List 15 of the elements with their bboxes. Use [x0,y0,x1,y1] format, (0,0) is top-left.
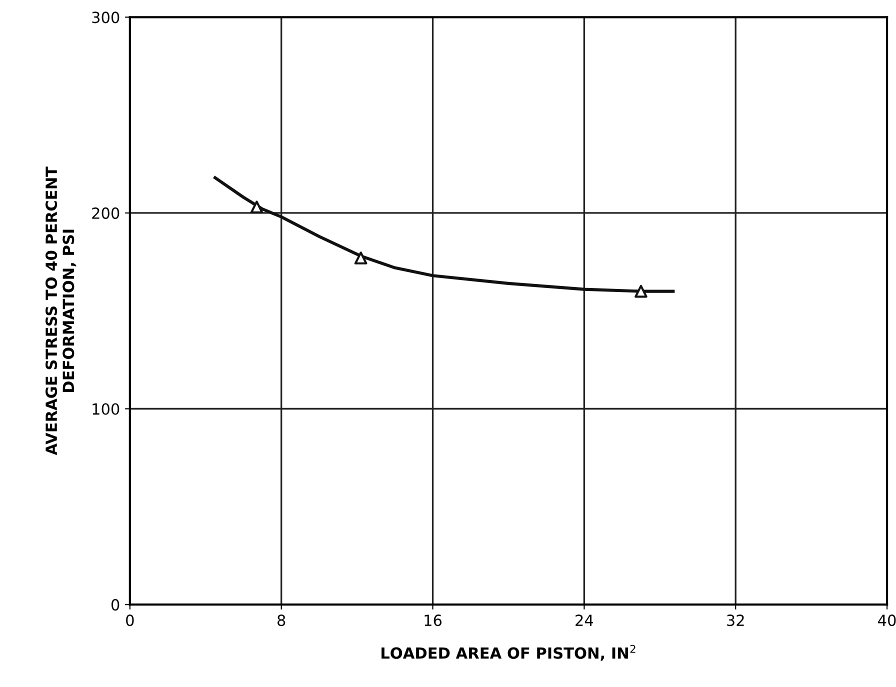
x-tick-label: 24 [576,614,594,626]
y-tick-label: 200 [92,207,120,219]
x-axis-title: LOADED AREA OF PISTON, IN$^{2}$ [382,644,636,661]
y-tick-label: 0 [111,599,120,611]
point [354,252,368,264]
x-tick-label: 40 [878,614,896,626]
x-tick-label: 8 [278,614,286,626]
point [250,200,264,214]
y-axis-title: AVERAGE STRESS TO 40 PERCENT DEFORMATION, PSI [46,166,76,456]
y-tick-label: 100 [92,403,120,415]
point [634,284,648,298]
y-tick-label: 300 [92,12,120,24]
x-tick-label: 16 [424,614,442,626]
x-tick-label: 32 [727,614,744,626]
x-tick-label: 0 [126,614,134,626]
